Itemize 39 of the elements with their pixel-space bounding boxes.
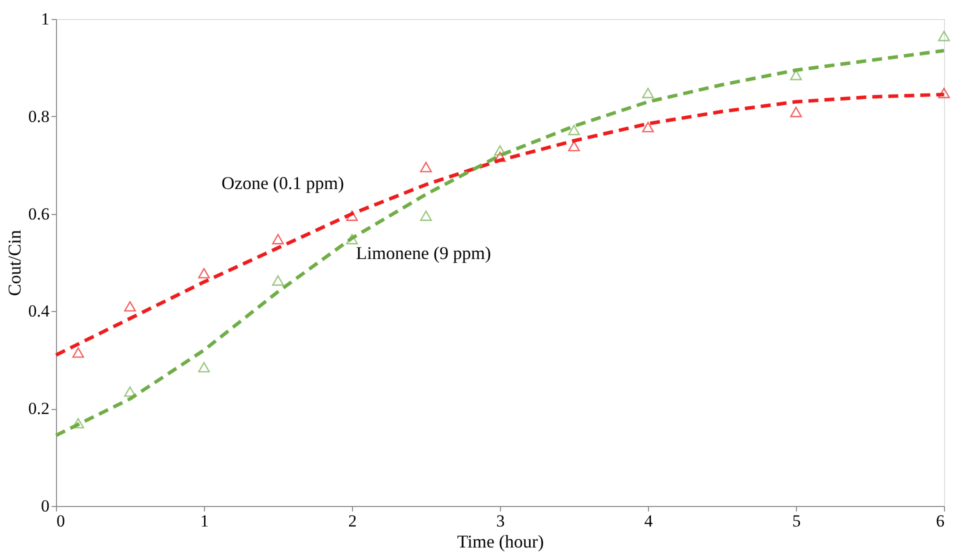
- point: [790, 106, 802, 118]
- series-label: Ozone (0.1 ppm): [222, 172, 344, 193]
- point: [568, 140, 580, 152]
- point: [420, 162, 432, 172]
- x-tick-label: 4: [644, 512, 654, 530]
- y-tick-label: 0.8: [28, 106, 50, 126]
- point: [938, 30, 950, 42]
- point: [198, 268, 210, 278]
- x-tick-label: 0: [56, 512, 65, 530]
- point: [346, 210, 358, 221]
- point: [642, 122, 654, 132]
- point: [72, 347, 84, 358]
- y-tick-label: 0.6: [28, 204, 50, 224]
- point: [272, 275, 284, 286]
- x-tick-label: 1: [200, 512, 209, 530]
- point: [642, 88, 654, 98]
- line-series: [54, 48, 946, 438]
- series-label: Limonene (9 ppm): [356, 243, 491, 264]
- x-tick-label: 3: [496, 512, 505, 530]
- point: [272, 234, 284, 244]
- point: [420, 210, 432, 221]
- x-tick-label: 6: [936, 512, 944, 530]
- point: [568, 124, 580, 136]
- y-tick-label: 0: [41, 496, 50, 516]
- y-tick-label: 0.4: [28, 302, 50, 321]
- point: [124, 301, 136, 312]
- point: [494, 145, 506, 156]
- x-tick-label: 5: [792, 512, 801, 530]
- y-tick-label: 1: [41, 10, 50, 28]
- point: [72, 418, 84, 428]
- x-tick-label: 2: [348, 512, 357, 530]
- point: [938, 88, 950, 98]
- y-tick-label: 0.2: [28, 399, 50, 418]
- y-axis-title: Cout/Cin: [4, 230, 24, 296]
- point: [346, 234, 358, 244]
- point: [198, 362, 210, 372]
- point: [494, 152, 506, 162]
- point: [124, 386, 136, 397]
- x-axis-title: Time (hour): [457, 532, 544, 552]
